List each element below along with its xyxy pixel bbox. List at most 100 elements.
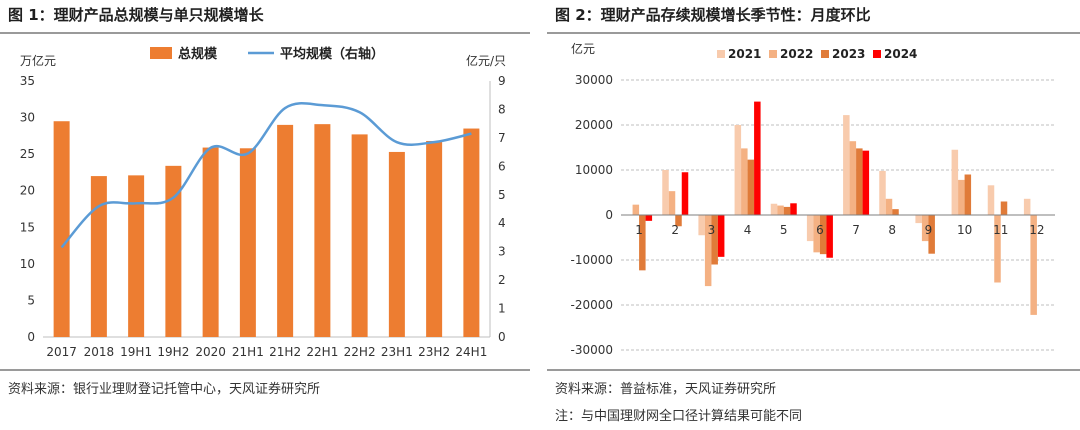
bar-2023 xyxy=(783,206,791,215)
y-tick-label: 0 xyxy=(605,208,613,222)
bar-2024 xyxy=(826,215,833,258)
bar-2021 xyxy=(879,170,886,215)
left-y-tick-label: 15 xyxy=(20,220,35,234)
y-tick-label: 20000 xyxy=(575,118,613,132)
bar-2024 xyxy=(862,150,870,215)
y-tick-label: -20000 xyxy=(570,298,613,312)
legend-label-2023: 2023 xyxy=(832,47,865,61)
x-tick-label: 5 xyxy=(780,223,788,237)
bar-2024 xyxy=(717,215,725,257)
bar-2021 xyxy=(770,203,778,215)
bar-2023 xyxy=(675,215,682,227)
bar-total-scale xyxy=(239,148,256,337)
figure-2-panel: 图 2：理财产品存续规模增长季节性：月度环比 -30000 -20000 -1000… xyxy=(547,0,1080,430)
figure-1-chart: 0 5 10 15 20 25 30 35 0 1 2 3 4 5 6 7 8 9 万亿元 亿元/只 2017 2018 1… xyxy=(20,46,506,359)
x-tick-label: 24H1 xyxy=(455,345,487,359)
bar-total-scale xyxy=(277,124,294,337)
right-y-tick-label: 7 xyxy=(498,131,506,145)
bar-2023 xyxy=(711,215,718,265)
left-y-tick-label: 20 xyxy=(20,184,35,198)
bar-total-scale xyxy=(351,134,368,337)
bar-2021 xyxy=(698,215,705,236)
x-tick-label: 4 xyxy=(744,223,752,237)
figure-2-source: 资料来源：普益标准，天风证券研究所 xyxy=(555,382,777,397)
x-tick-label: 2018 xyxy=(84,345,115,359)
legend-bar-swatch xyxy=(150,47,172,59)
figure-1-bottom-rule xyxy=(0,369,530,371)
bar-2022 xyxy=(704,215,712,287)
bar-2023 xyxy=(819,215,827,255)
bar-2022 xyxy=(885,198,893,215)
bar-2023 xyxy=(1000,201,1008,215)
bar-total-scale xyxy=(90,176,107,337)
bar-total-scale xyxy=(314,124,331,337)
left-y-tick-label: 30 xyxy=(20,111,35,125)
bar-2022 xyxy=(994,215,1001,283)
legend-swatch-2021 xyxy=(717,50,725,58)
x-tick-label: 22H2 xyxy=(344,345,376,359)
left-y-tick-label: 5 xyxy=(27,293,35,307)
legend-bar-label: 总规模 xyxy=(178,46,218,62)
right-y-tick-label: 4 xyxy=(498,216,506,230)
bar-2022 xyxy=(632,204,640,215)
x-tick-label: 6 xyxy=(816,223,824,237)
bar-2022 xyxy=(849,141,857,215)
left-y-tick-label: 35 xyxy=(20,74,35,88)
x-tick-label: 2020 xyxy=(195,345,226,359)
bar-2021 xyxy=(987,185,995,215)
bar-total-scale xyxy=(426,140,443,337)
bar-2022 xyxy=(958,179,965,215)
bar-2022 xyxy=(1030,215,1037,315)
figure-2-top-rule xyxy=(547,32,1080,34)
figure-1-title: 图 1：理财产品总规模与单只规模增长 xyxy=(8,6,264,24)
bar-2023 xyxy=(892,209,899,215)
bar-2024 xyxy=(681,172,689,215)
bar-total-scale xyxy=(165,165,182,337)
bar-total-scale xyxy=(202,147,219,337)
bar-total-scale xyxy=(463,128,480,337)
x-tick-label: 11 xyxy=(993,223,1008,237)
x-tick-label: 2017 xyxy=(46,345,77,359)
legend-label-2021: 2021 xyxy=(728,47,761,61)
legend-swatch-2024 xyxy=(873,50,881,58)
bar-2021 xyxy=(662,170,669,215)
left-y-tick-label: 10 xyxy=(20,257,35,271)
bar-2023 xyxy=(928,215,935,254)
figure-2-bottom-rule xyxy=(547,369,1080,371)
left-y-tick-label: 25 xyxy=(20,147,35,161)
line-average-scale xyxy=(60,102,472,249)
bar-2023 xyxy=(964,174,972,215)
bar-2021 xyxy=(734,125,742,215)
bar-2022 xyxy=(777,205,784,215)
legend-line-label: 平均规模（右轴） xyxy=(280,46,384,62)
x-tick-label: 21H2 xyxy=(269,345,301,359)
bar-2024 xyxy=(790,203,797,215)
legend-swatch-2023 xyxy=(821,50,829,58)
right-y-tick-label: 5 xyxy=(498,188,506,202)
x-tick-label: 1 xyxy=(635,223,643,237)
x-tick-label: 7 xyxy=(852,223,860,237)
x-tick-label: 2 xyxy=(671,223,679,237)
y-tick-label: -10000 xyxy=(570,253,613,267)
right-y-tick-label: 8 xyxy=(498,102,506,116)
legend-label-2024: 2024 xyxy=(884,47,917,61)
x-tick-label: 8 xyxy=(888,223,896,237)
bar-2022 xyxy=(921,215,929,242)
figure-1-top-rule xyxy=(0,32,530,34)
right-y-tick-label: 1 xyxy=(498,302,506,316)
right-y-tick-label: 6 xyxy=(498,159,506,173)
bar-2021 xyxy=(843,115,850,215)
right-y-axis-label: 亿元/只 xyxy=(466,53,506,68)
bar-2022 xyxy=(741,148,748,215)
bar-2024 xyxy=(754,101,761,215)
x-tick-label: 9 xyxy=(925,223,933,237)
legend-swatch-2022 xyxy=(769,50,777,58)
bar-total-scale xyxy=(128,175,145,337)
bar-2021 xyxy=(915,215,922,224)
x-tick-label: 21H1 xyxy=(232,345,264,359)
bar-2021 xyxy=(1023,198,1031,215)
x-tick-label: 10 xyxy=(957,223,972,237)
x-tick-label: 12 xyxy=(1029,223,1044,237)
bar-2022 xyxy=(813,215,820,253)
